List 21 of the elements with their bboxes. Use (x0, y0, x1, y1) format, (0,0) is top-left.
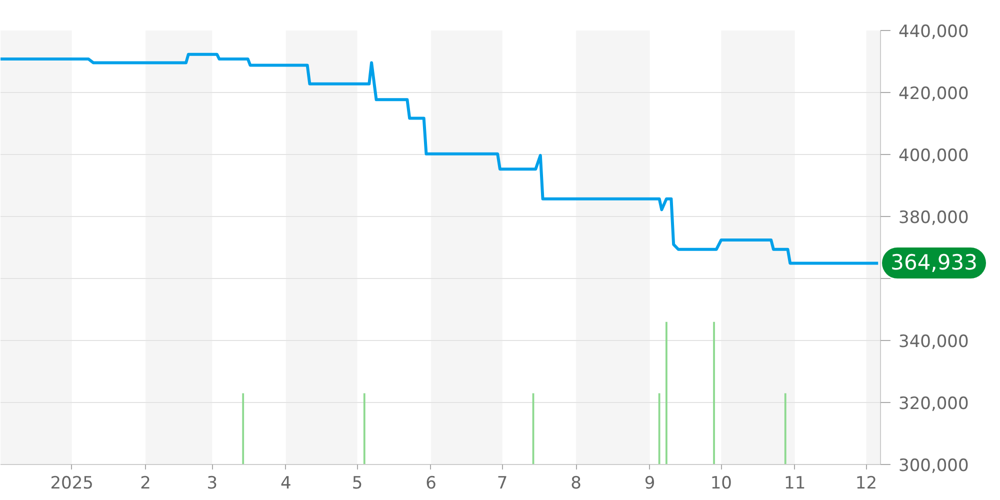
x-tick-label: 3 (206, 474, 218, 494)
x-tick-label: 2 (140, 474, 151, 494)
y-tick-label: 340,000 (898, 332, 969, 352)
x-tick-label: 9 (644, 474, 656, 494)
x-tick-label: 2025 (50, 474, 94, 494)
y-tick-label: 420,000 (898, 84, 969, 104)
x-tick-label: 7 (496, 474, 508, 494)
y-tick-label: 320,000 (898, 394, 969, 414)
x-tick-label: 10 (710, 474, 732, 494)
y-tick-label: 380,000 (898, 208, 969, 228)
x-tick-label: 8 (570, 474, 582, 494)
annotation: 364,933 (882, 247, 986, 278)
x-tick-label: 4 (280, 474, 292, 494)
y-tick-label: 440,000 (898, 22, 969, 42)
x-tick-label: 11 (784, 474, 806, 494)
x-tick-label: 6 (426, 474, 436, 494)
x-tick-label: 5 (352, 474, 363, 494)
y-tick-label: 300,000 (898, 456, 969, 476)
y-tick-label: 400,000 (898, 146, 969, 166)
line-series (0, 52, 880, 265)
x-tick-label: 12 (855, 474, 878, 494)
